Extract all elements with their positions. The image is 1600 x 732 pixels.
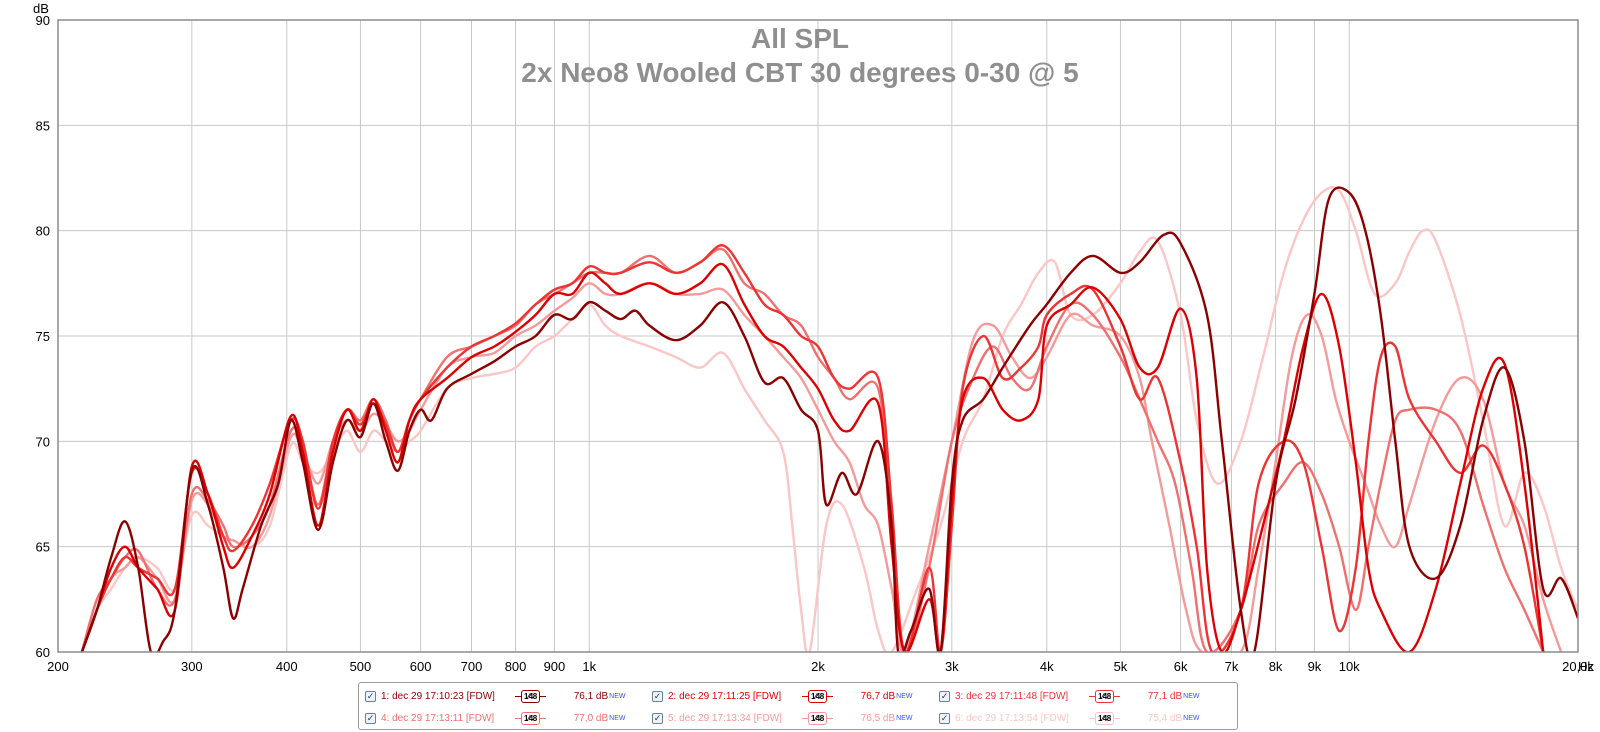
x-tick-label: 6k <box>1174 659 1188 674</box>
tick-labels: 200 300 400 500 600 700 800 900 1k 2k 3k 4k 5k 6k 7k 8k… <box>36 13 1595 674</box>
series-layer <box>80 186 1578 652</box>
legend-label: 3: dec 29 17:11:48 [FDW] <box>955 690 1069 702</box>
series-line-3 <box>80 244 1545 652</box>
legend-smoothing-badge[interactable]: 1⁄48 <box>515 689 546 703</box>
legend-entry-5: ✓ 5: dec 29 17:13:34 [FDW] 1⁄48 76,5 dB NEW <box>652 708 913 728</box>
legend-smoothing-badge[interactable]: 1⁄48 <box>515 711 546 725</box>
legend-entry-2: ✓ 2: dec 29 17:11:25 [FDW] 1⁄48 76,7 dB NEW <box>652 686 913 706</box>
y-tick-label: 75 <box>36 329 50 344</box>
legend-new-tag: NEW <box>896 714 913 722</box>
x-tick-label: 600 <box>410 659 432 674</box>
legend-new-tag: NEW <box>609 692 626 700</box>
y-tick-label: 90 <box>36 13 50 28</box>
x-tick-label: 4k <box>1040 659 1054 674</box>
legend-label: 6: dec 29 17:13:54 [FDW] <box>955 712 1069 724</box>
x-tick-label: 20,0k <box>1562 659 1594 674</box>
legend: ✓ 1: dec 29 17:10:23 [FDW] 1⁄48 76,1 dB NEW ✓… <box>358 682 1238 730</box>
y-tick-label: 70 <box>36 434 50 449</box>
legend-level: 77,0 dB <box>573 712 609 724</box>
chart-title: All SPL <box>751 23 849 54</box>
x-tick-label: 200 <box>47 659 69 674</box>
x-tick-label: 300 <box>181 659 203 674</box>
legend-checkbox[interactable]: ✓ <box>652 690 663 702</box>
x-tick-label: 8k <box>1269 659 1283 674</box>
legend-new-tag: NEW <box>1183 714 1200 722</box>
legend-smoothing-badge[interactable]: 1⁄48 <box>1089 711 1120 725</box>
x-tick-label: 900 <box>544 659 566 674</box>
x-tick-label: 9k <box>1308 659 1322 674</box>
legend-level: 75,4 dB <box>1147 712 1183 724</box>
legend-label: 5: dec 29 17:13:34 [FDW] <box>668 712 782 724</box>
legend-entry-1: ✓ 1: dec 29 17:10:23 [FDW] 1⁄48 76,1 dB NEW <box>365 686 626 706</box>
x-tick-label: 1k <box>582 659 596 674</box>
legend-smoothing-badge[interactable]: 1⁄48 <box>1089 689 1120 703</box>
x-tick-label: 7k <box>1225 659 1239 674</box>
y-tick-label: 60 <box>36 645 50 660</box>
legend-label: 1: dec 29 17:10:23 [FDW] <box>381 690 495 702</box>
legend-level: 77,1 dB <box>1147 690 1183 702</box>
legend-label: 4: dec 29 17:13:11 [FDW] <box>381 712 495 724</box>
chart-subtitle: 2x Neo8 Wooled CBT 30 degrees 0-30 @ 5 <box>521 57 1078 88</box>
legend-checkbox[interactable]: ✓ <box>365 712 376 724</box>
y-axis-label: dB <box>33 1 49 16</box>
x-tick-label: 3k <box>945 659 959 674</box>
legend-checkbox[interactable]: ✓ <box>939 690 950 702</box>
legend-smoothing-badge[interactable]: 1⁄48 <box>802 711 833 725</box>
x-tick-label: 400 <box>276 659 298 674</box>
legend-smoothing-badge[interactable]: 1⁄48 <box>802 689 833 703</box>
legend-level: 76,1 dB <box>573 690 609 702</box>
x-tick-label: 800 <box>505 659 527 674</box>
legend-entry-3: ✓ 3: dec 29 17:11:48 [FDW] 1⁄48 77,1 dB NEW <box>939 686 1200 706</box>
x-tick-label: 10k <box>1339 659 1360 674</box>
legend-checkbox[interactable]: ✓ <box>365 690 376 702</box>
spl-chart: 200 300 400 500 600 700 800 900 1k 2k 3k 4k 5k 6k 7k 8k… <box>33 1 1595 674</box>
x-tick-label: 500 <box>350 659 372 674</box>
x-tick-label: 700 <box>461 659 483 674</box>
legend-new-tag: NEW <box>896 692 913 700</box>
legend-level: 76,5 dB <box>860 712 896 724</box>
legend-entry-6: ✓ 6: dec 29 17:13:54 [FDW] 1⁄48 75,4 dB NEW <box>939 708 1200 728</box>
legend-new-tag: NEW <box>1183 692 1200 700</box>
plot-area-frame <box>57 19 1579 653</box>
x-tick-label: 5k <box>1114 659 1128 674</box>
y-tick-label: 85 <box>36 118 50 133</box>
legend-checkbox[interactable]: ✓ <box>652 712 663 724</box>
series-line-1 <box>80 186 1578 652</box>
legend-entry-4: ✓ 4: dec 29 17:13:11 [FDW] 1⁄48 77,0 dB NEW <box>365 708 626 728</box>
y-tick-label: 80 <box>36 224 50 239</box>
legend-checkbox[interactable]: ✓ <box>939 712 950 724</box>
x-tick-label: 2k <box>811 659 825 674</box>
y-tick-label: 65 <box>36 540 50 555</box>
grid-lines <box>57 19 1579 653</box>
series-line-2 <box>80 262 1545 652</box>
legend-label: 2: dec 29 17:11:25 [FDW] <box>668 690 782 702</box>
x-axis-label: Hz <box>1578 659 1594 674</box>
legend-level: 76,7 dB <box>860 690 896 702</box>
legend-new-tag: NEW <box>609 714 626 722</box>
